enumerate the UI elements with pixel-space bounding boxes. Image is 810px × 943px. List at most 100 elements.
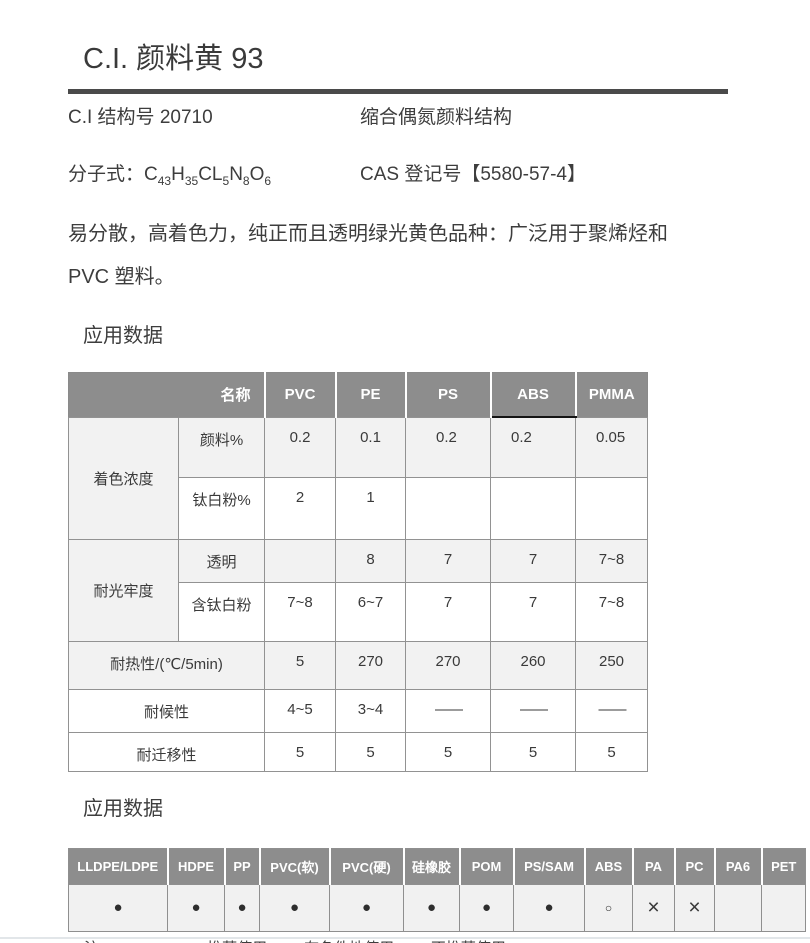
row-label: 透明 (177, 538, 266, 583)
col-header-lldpe-ldpe: LLDPE/LDPE (68, 848, 169, 885)
formula-subscript: 43 (157, 173, 172, 188)
col-header-pvc: PVC (263, 372, 337, 418)
table-header-row: 名称 PVC PE PS ABS PMMA (68, 372, 648, 419)
suitability-cell: × (674, 883, 715, 932)
value-cell: —— (575, 688, 649, 733)
formula-element: O (249, 164, 265, 185)
col-header-name: 名称 (68, 372, 266, 418)
suitability-cell: ● (259, 883, 330, 932)
col-header-pc: PC (673, 848, 716, 885)
row-group-label-coloring-strength: 着色浓度 (68, 416, 179, 540)
value-cell: 7~8 (575, 581, 649, 642)
table-row: 含钛白粉 7~8 6~7 7 7 7~8 (69, 581, 649, 642)
suitability-cell: ● (329, 883, 404, 932)
cas-number: CAS 登记号【5580-57-4】 (360, 164, 586, 185)
formula-subscript: 5 (222, 173, 230, 188)
legend-item-not-recommended: ×不推荐使用 (422, 939, 506, 943)
value-cell: 5 (264, 731, 337, 772)
application-data-table: 名称 PVC PE PS ABS PMMA 着色浓度 颜料% 0.2 0.1 0… (67, 371, 649, 772)
value-cell: 0.2 (264, 416, 337, 478)
col-header-pp: PP (223, 848, 261, 885)
table-row: 耐热性/(℃/5min) 5 270 270 260 250 (67, 640, 649, 690)
col-header-pom: POM (458, 848, 515, 885)
value-cell: 250 (575, 640, 649, 690)
legend-item-recommended: ●推荐使用 (198, 939, 267, 943)
legend-item-conditional: ○有条件地使用 (295, 939, 394, 943)
value-cell: 7 (405, 538, 492, 583)
value-cell: 7 (490, 581, 577, 642)
value-cell (264, 538, 337, 583)
title-divider (68, 89, 728, 94)
col-header-silicone: 硅橡胶 (402, 848, 461, 885)
row-label: 颜料% (177, 416, 266, 478)
molecular-formula: 分子式：C43H35CL5N8O6 (68, 163, 360, 193)
value-cell (490, 476, 577, 540)
value-cell: 3~4 (335, 688, 407, 733)
description-line: PVC 塑料。 (68, 265, 175, 288)
formula-subscript: 35 (184, 173, 199, 188)
description-line: 易分散，高着色力，纯正而且透明绿光黄色品种：广泛用于聚烯烃和 (68, 222, 668, 245)
legend-label: 注： (84, 939, 114, 943)
row-label-heat-resistance: 耐热性/(℃/5min) (67, 640, 266, 690)
table-header-row: LLDPE/LDPE HDPE PP PVC(软) PVC(硬) 硅橡胶 POM… (68, 848, 806, 885)
polymer-suitability-table: LLDPE/LDPE HDPE PP PVC(软) PVC(硬) 硅橡胶 POM… (68, 847, 806, 932)
structure-type: 缩合偶氮颜料结构 (360, 107, 513, 128)
value-cell: 0.2 (490, 416, 577, 478)
section-heading-application-data-2: 应用数据 (83, 797, 163, 820)
formula-element: CL (198, 164, 223, 185)
section-heading-application-data: 应用数据 (83, 324, 163, 347)
suitability-cell: × (632, 883, 675, 932)
value-cell: 270 (405, 640, 492, 690)
value-cell: 7 (405, 581, 492, 642)
row-label: 含钛白粉 (177, 581, 266, 642)
table-row: 耐迁移性 5 5 5 5 5 (67, 731, 649, 772)
value-cell: 0.2 (405, 416, 492, 478)
suitability-cell (714, 883, 762, 932)
suitability-cell: ● (403, 883, 460, 932)
col-header-pvc-rigid: PVC(硬) (328, 848, 405, 885)
suitability-cell: ● (513, 883, 585, 932)
col-header-hdpe: HDPE (166, 848, 226, 885)
formula-element: H (171, 164, 185, 185)
value-cell: 260 (490, 640, 577, 690)
value-cell: 5 (575, 731, 649, 772)
col-header-ps: PS (404, 372, 492, 418)
value-cell: 5 (490, 731, 577, 772)
description-paragraph: 易分散，高着色力，纯正而且透明绿光黄色品种：广泛用于聚烯烃和 PVC 塑料。 (68, 213, 810, 299)
formula-element: N (229, 164, 243, 185)
value-cell: 270 (335, 640, 407, 690)
value-cell: 5 (405, 731, 492, 772)
col-header-pmma: PMMA (574, 372, 648, 418)
value-cell: —— (490, 688, 577, 733)
row-label-weather-resistance: 耐候性 (67, 688, 266, 733)
row-group-label-light-fastness: 耐光牢度 (68, 538, 179, 642)
page-bottom-divider (0, 937, 810, 939)
value-cell: 7 (490, 538, 577, 583)
suitability-cell: ● (224, 883, 260, 932)
value-cell: 4~5 (264, 688, 337, 733)
col-header-abs: ABS (583, 848, 634, 885)
col-header-abs: ABS (489, 372, 577, 419)
value-cell: —— (405, 688, 492, 733)
col-header-pet: PET (760, 848, 806, 885)
suitability-cell: ● (459, 883, 514, 932)
col-header-pvc-soft: PVC(软) (258, 848, 331, 885)
formula-element: C (144, 164, 158, 185)
value-cell: 5 (335, 731, 407, 772)
formula-cas-row: 分子式：C43H35CL5N8O6 CAS 登记号【5580-57-4】 (68, 163, 810, 193)
value-cell: 1 (335, 476, 407, 540)
col-header-pe: PE (334, 372, 407, 418)
table-row: 着色浓度 颜料% 0.2 0.1 0.2 0.2 0.05 (68, 416, 649, 540)
row-label: 钛白粉% (177, 476, 266, 540)
value-cell (405, 476, 492, 540)
value-cell: 0.1 (335, 416, 407, 478)
value-cell: 7~8 (264, 581, 337, 642)
col-header-ps-sam: PS/SAM (512, 848, 586, 885)
value-cell (575, 476, 649, 540)
row-label-migration-resistance: 耐迁移性 (67, 731, 266, 772)
page-title: C.I. 颜料黄 93 (83, 43, 264, 75)
suitability-cell: ○ (584, 883, 633, 932)
table-row: 钛白粉% 2 1 (69, 476, 649, 540)
table-row: 耐光牢度 透明 8 7 7 7~8 (68, 538, 649, 642)
